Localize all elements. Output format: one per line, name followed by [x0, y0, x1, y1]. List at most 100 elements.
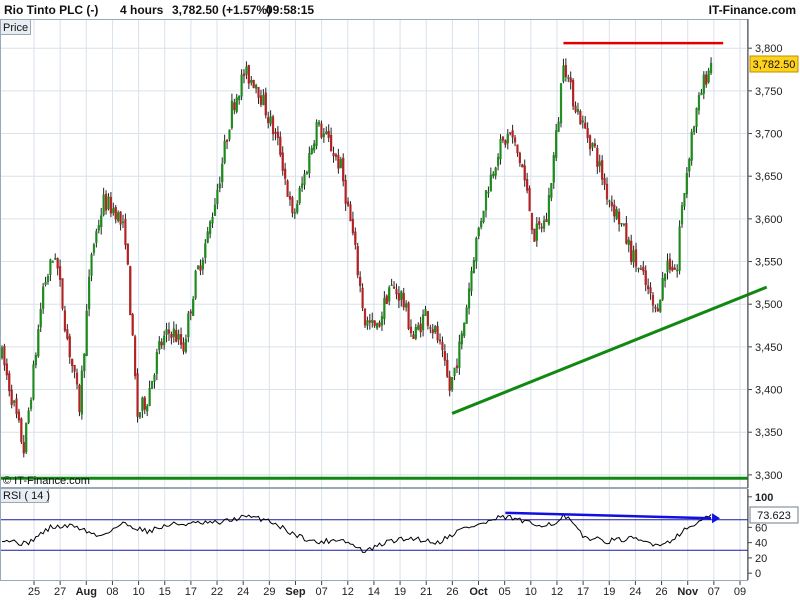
candle-body [671, 266, 674, 271]
price-y-axis: 3,300 3,350 3,400 3,450 3,500 3,550 3,600 3,650… [747, 19, 783, 488]
candle-body [349, 204, 352, 222]
rsi-last-value: 73.623 [757, 510, 791, 522]
rsi-trend-arrowhead [712, 513, 721, 524]
candle-body [608, 200, 611, 202]
rsi-tick-label: 100 [755, 492, 773, 504]
candle-body [310, 148, 313, 154]
x-tick-label: 24 [237, 586, 249, 598]
candle-body [37, 329, 40, 357]
candle-body [269, 116, 272, 125]
annotation-lines [1, 41, 768, 480]
price-tick-label: 3,750 [755, 86, 783, 98]
candle-body [160, 341, 163, 346]
candle-body [477, 227, 480, 237]
x-tick-label: 17 [185, 586, 197, 598]
candle-body [351, 218, 354, 234]
candle-body [133, 336, 137, 377]
candle-body [591, 143, 594, 148]
candle-body [163, 335, 166, 346]
candle-body [66, 329, 69, 339]
candle-body [465, 307, 468, 324]
candle-body [100, 215, 103, 228]
candle-body [586, 128, 589, 139]
candle-body [114, 207, 117, 220]
candle-body [165, 329, 168, 335]
candle-body [5, 363, 8, 376]
candle-body [0, 347, 4, 359]
candle-body [581, 120, 584, 123]
candle-body [136, 373, 139, 417]
candle-body [588, 135, 592, 150]
x-tick-label: Oct [469, 586, 488, 598]
candle-body [654, 306, 657, 309]
candle-body [613, 204, 616, 217]
candle-body [211, 217, 214, 224]
candle-body [320, 123, 323, 138]
candle-body [334, 154, 338, 157]
candle-body [361, 287, 364, 309]
candle-body [32, 364, 35, 400]
candle-body [627, 239, 630, 246]
candle-body [71, 358, 74, 367]
candle-body [651, 294, 655, 306]
candle-body [223, 141, 226, 163]
candle-body [230, 100, 233, 128]
candle-body [598, 161, 601, 167]
instrument-title: Rio Tinto PLC (-) [4, 3, 98, 17]
candle-body [363, 308, 367, 326]
candle-body [254, 85, 258, 89]
support-trendline [451, 285, 768, 415]
x-tick-label: Aug [76, 586, 97, 598]
candle-body [603, 178, 606, 185]
candle-body [313, 143, 316, 151]
candle-body [61, 278, 64, 309]
candle-body [458, 341, 461, 368]
candle-body [228, 129, 231, 140]
candle-body [206, 231, 209, 243]
candle-body [373, 320, 376, 326]
candle-body [460, 333, 463, 345]
candle-body [695, 108, 698, 127]
candle-body [245, 66, 248, 75]
candle-body [412, 334, 415, 339]
candle-body [25, 422, 28, 453]
rsi-y-axis: 0 20 40 60 100 [747, 489, 773, 580]
x-tick-label: 12 [551, 586, 563, 598]
candle-body [17, 411, 21, 421]
candle-body [109, 196, 112, 214]
candle-body [330, 135, 333, 152]
candle-body [56, 258, 59, 269]
rsi-trendline [505, 511, 712, 520]
candle-body [376, 323, 379, 329]
price-tick-label: 3,400 [755, 385, 783, 397]
candle-body [688, 159, 691, 172]
candle-body [632, 250, 635, 263]
candle-body [107, 196, 110, 210]
candle-body [567, 77, 570, 79]
candle-body [559, 83, 563, 124]
candle-body [240, 74, 243, 97]
candle-body [112, 208, 115, 214]
x-tick-label: 26 [655, 586, 667, 598]
candle-body [385, 295, 388, 304]
candle-body [250, 80, 253, 83]
price-tick-label: 3,450 [755, 342, 783, 354]
candle-body [267, 117, 270, 123]
candle-body [697, 94, 701, 111]
candle-body [518, 152, 521, 164]
candle-body [15, 398, 18, 414]
candle-body [83, 353, 86, 372]
candle-body [564, 64, 567, 78]
candle-body [68, 336, 71, 358]
candle-body [20, 418, 23, 442]
candle-body [513, 137, 517, 143]
candle-body [550, 183, 553, 198]
candle-body [34, 355, 37, 366]
candle-body [27, 410, 30, 423]
candle-body [390, 284, 393, 287]
candle-body [121, 221, 125, 224]
candle-body [46, 276, 50, 283]
candle-body [707, 70, 710, 83]
